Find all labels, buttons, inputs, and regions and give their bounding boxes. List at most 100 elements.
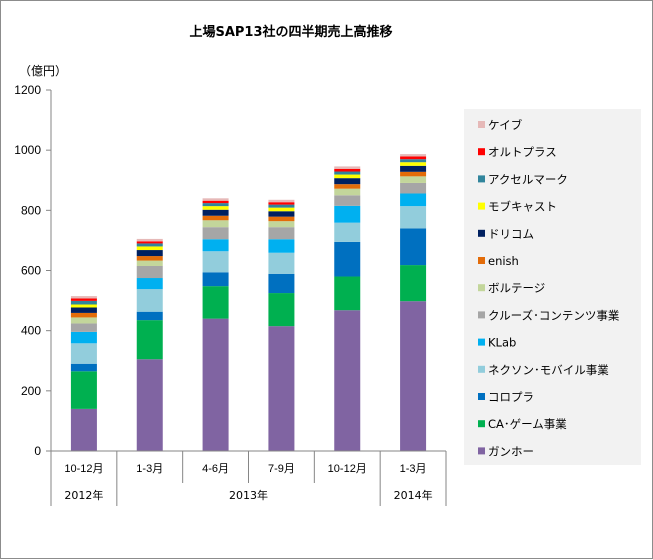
bar-segment	[268, 221, 295, 228]
bar-segment	[70, 307, 97, 313]
x-category-label: 10-12月	[328, 463, 367, 475]
legend-swatch	[478, 447, 485, 455]
bar-segment	[202, 272, 229, 287]
legend-label: ドリコム	[488, 227, 534, 241]
bar-segment	[202, 227, 229, 240]
bar-segment	[136, 265, 163, 279]
bar-segment	[136, 243, 163, 247]
bar-segment	[400, 206, 427, 229]
bar-segment	[334, 276, 361, 311]
bar-segment	[400, 154, 427, 157]
bar-segment	[202, 318, 229, 451]
bar-segment	[400, 182, 427, 194]
legend-swatch	[478, 284, 485, 292]
bar-segment	[70, 296, 97, 299]
bar-segment	[70, 323, 97, 332]
legend-swatch	[478, 175, 485, 183]
legend-swatch	[478, 311, 485, 319]
bar-segment	[268, 293, 295, 327]
bar-segment	[334, 174, 361, 179]
bar-segment	[400, 162, 427, 166]
y-tick-label: 800	[21, 203, 41, 217]
bar-segment	[268, 202, 295, 205]
bar-segment	[400, 156, 427, 160]
y-tick-label: 400	[21, 324, 41, 338]
bar-segment	[400, 193, 427, 207]
bar-segment	[268, 211, 295, 217]
bar-segment	[400, 171, 427, 177]
bar-segment	[334, 241, 361, 277]
bar-segment	[334, 184, 361, 189]
bar-segment	[136, 238, 163, 242]
bar-segment	[70, 304, 97, 308]
bar-segment	[136, 241, 163, 244]
bar-segment	[202, 198, 229, 201]
legend-label: ケイブ	[488, 118, 523, 132]
y-tick-label: 200	[21, 384, 41, 398]
bar-segment	[400, 165, 427, 172]
bar-segment	[70, 300, 97, 305]
bar-segment	[136, 256, 163, 261]
bar-segment	[202, 200, 229, 204]
bar-segment	[202, 209, 229, 216]
bar-segment	[268, 273, 295, 294]
y-axis-unit-label: （億円）	[19, 64, 67, 78]
bar-segment	[334, 205, 361, 223]
x-category-label: 10-12月	[64, 463, 103, 475]
legend-swatch	[478, 365, 485, 373]
bar-segment	[136, 289, 163, 312]
bar-segment	[136, 359, 163, 451]
legend-swatch	[478, 338, 485, 346]
bar-segment	[202, 220, 229, 228]
legend-label: アクセルマーク	[488, 172, 568, 186]
bar-segment	[70, 343, 97, 364]
bar-segment	[334, 188, 361, 196]
bar-segment	[334, 222, 361, 242]
legend-swatch	[478, 148, 485, 156]
x-category-label: 1-3月	[400, 463, 427, 475]
legend-swatch	[478, 420, 485, 428]
legend-swatch	[478, 121, 485, 128]
bar-segment	[136, 278, 163, 290]
bar-segment	[202, 251, 229, 273]
legend-swatch	[478, 229, 485, 237]
bar-segment	[268, 326, 295, 451]
bar-segment	[334, 168, 361, 172]
bar-segment	[400, 301, 427, 451]
bar-segment	[202, 215, 229, 221]
bar-segment	[268, 216, 295, 222]
bar-segment	[334, 310, 361, 451]
bar-segment	[268, 207, 295, 212]
x-year-label: 2012年	[64, 488, 103, 502]
bar-segment	[334, 178, 361, 185]
legend-swatch	[478, 202, 485, 210]
legend-label: コロプラ	[488, 390, 534, 404]
chart-title: 上場SAP13社の四半期売上高推移	[189, 24, 392, 40]
bar-segment	[268, 199, 295, 203]
bar-segment	[70, 317, 97, 324]
x-category-label: 4-6月	[202, 463, 229, 475]
bar-segment	[70, 298, 97, 301]
bar-segment	[400, 176, 427, 183]
bar-segment	[334, 195, 361, 206]
bar-segment	[136, 320, 163, 360]
legend-label: ネクソン･モバイル事業	[488, 363, 609, 377]
bar-segment	[70, 312, 97, 318]
x-category-label: 7-9月	[268, 463, 295, 475]
bar-segment	[70, 363, 97, 372]
x-year-label: 2014年	[394, 488, 433, 502]
bar-segment	[136, 260, 163, 266]
legend-label: ガンホー	[488, 444, 534, 458]
bar-segment	[334, 166, 361, 169]
bar-segment	[136, 246, 163, 251]
bar-segment	[334, 171, 361, 175]
bar-segment	[202, 206, 229, 210]
bar-segment	[136, 311, 163, 321]
legend-label: モブキャスト	[488, 200, 557, 214]
y-tick-label: 1000	[14, 143, 41, 157]
bar-segment	[202, 239, 229, 252]
legend-swatch	[478, 393, 485, 400]
